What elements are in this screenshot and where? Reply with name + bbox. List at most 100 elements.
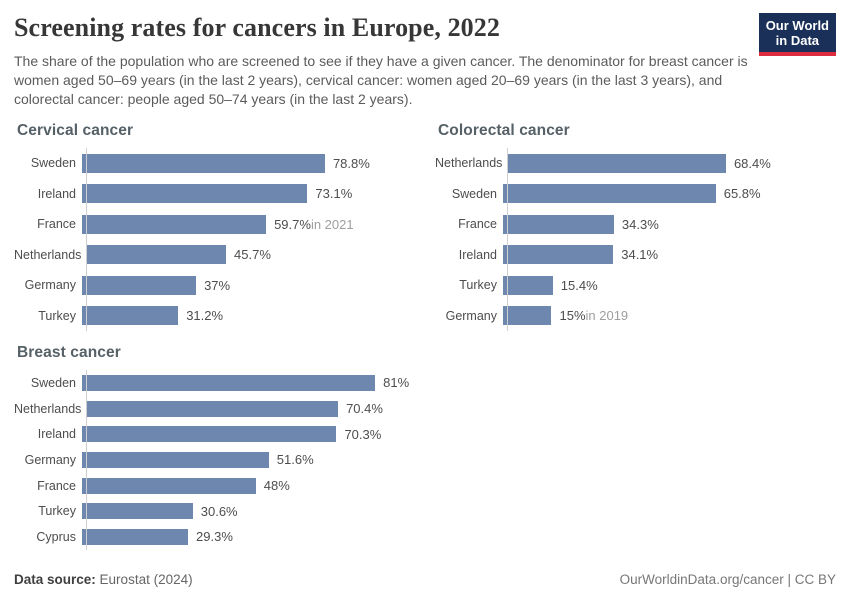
bar-track: 34.1% <box>502 240 836 271</box>
country-label: Netherlands <box>14 247 82 262</box>
value-label: 68.4% <box>733 155 771 171</box>
bar-row: Ireland 70.3% <box>14 421 415 447</box>
country-label: Turkey <box>38 504 76 519</box>
bar[interactable] <box>82 503 193 520</box>
country-label: Ireland <box>37 427 76 442</box>
bar[interactable] <box>82 184 308 204</box>
country-label: France <box>37 217 76 232</box>
bar-track: 73.1% <box>81 179 415 210</box>
bar-row: France 59.7%in 2021 <box>14 209 415 240</box>
y-axis-line <box>86 148 87 331</box>
country-label: Turkey <box>459 278 497 293</box>
bar[interactable] <box>82 374 376 391</box>
bar-row: Sweden 78.8% <box>14 148 415 179</box>
bar-row: France 34.3% <box>435 209 836 240</box>
value-label: 15.4% <box>560 277 598 293</box>
header: Screening rates for cancers in Europe, 2… <box>14 13 836 109</box>
value-label: 45.7% <box>234 247 271 263</box>
country-label: Ireland <box>37 186 76 201</box>
country-label: Sweden <box>451 186 497 201</box>
panel-title-colorectal: Colorectal cancer <box>438 122 570 139</box>
value-note: in 2021 <box>310 216 354 232</box>
breast-plot: Sweden 81% Netherlands 70.4% Ireland 70.3% Ger… <box>14 370 415 550</box>
country-label: Germany <box>445 308 497 323</box>
bar[interactable] <box>82 214 267 234</box>
bar-track: 51.6% <box>81 447 415 473</box>
panel-title-cervical: Cervical cancer <box>17 122 134 139</box>
bar[interactable] <box>82 306 179 326</box>
bar[interactable] <box>508 153 726 173</box>
value-label: 70.3% <box>344 426 382 442</box>
value-label: 29.3% <box>196 529 233 545</box>
bar-track: 59.7%in 2021 <box>81 209 415 240</box>
bar[interactable] <box>503 275 553 295</box>
value-label: 59.7%in 2021 <box>274 216 354 232</box>
value-label: 37% <box>204 277 231 293</box>
value-label: 30.6% <box>200 503 238 519</box>
value-label: 15%in 2019 <box>559 308 629 324</box>
bar-row: Sweden 65.8% <box>435 179 836 210</box>
bar[interactable] <box>503 245 614 265</box>
bar-row: Germany 51.6% <box>14 447 415 473</box>
bar[interactable] <box>82 153 325 173</box>
bar[interactable] <box>82 275 197 295</box>
charts-grid: Cervical cancer Sweden 78.8% Ireland 73.1% F… <box>14 122 836 550</box>
bar-track: 70.4% <box>86 396 415 422</box>
bar-row: Turkey 31.2% <box>14 301 415 332</box>
bar-row: France 48% <box>14 473 415 499</box>
value-label: 65.8% <box>723 186 761 202</box>
bar-track: 81% <box>81 370 415 396</box>
bar-track: 29.3% <box>81 524 415 550</box>
country-label: Netherlands <box>14 401 82 416</box>
bar[interactable] <box>82 528 189 545</box>
page-title: Screening rates for cancers in Europe, 2… <box>14 13 500 42</box>
bar-row: Ireland 34.1% <box>435 240 836 271</box>
country-label: Sweden <box>30 375 76 390</box>
bar-row: Germany 37% <box>14 270 415 301</box>
country-label: Turkey <box>38 308 76 323</box>
bar[interactable] <box>503 306 552 326</box>
y-axis-line <box>86 370 87 550</box>
owid-logo-text-line1: Our World <box>765 18 829 33</box>
value-label: 70.4% <box>346 401 383 417</box>
bar-row: Turkey 30.6% <box>14 498 415 524</box>
bar-row: Germany 15%in 2019 <box>435 301 836 332</box>
bar-track: 15.4% <box>502 270 836 301</box>
owid-logo[interactable]: Our World in Data <box>758 13 836 56</box>
value-label: 73.1% <box>315 186 353 202</box>
bar[interactable] <box>87 400 339 417</box>
bar-track: 70.3% <box>81 421 415 447</box>
bar-track: 48% <box>81 473 415 499</box>
panel-cervical-cancer: Cervical cancer Sweden 78.8% Ireland 73.1% F… <box>14 122 415 331</box>
bar[interactable] <box>87 245 227 265</box>
data-source: Data source: Eurostat (2024) <box>14 572 193 587</box>
bar-track: 34.3% <box>502 209 836 240</box>
bar[interactable] <box>82 426 337 443</box>
owid-credit-link[interactable]: OurWorldinData.org/cancer | CC BY <box>619 572 836 587</box>
value-label: 31.2% <box>186 308 224 324</box>
panel-title-breast: Breast cancer <box>17 344 121 361</box>
bar-track: 31.2% <box>81 301 415 332</box>
bar-track: 30.6% <box>81 498 415 524</box>
value-label: 34.3% <box>621 216 659 232</box>
bar-row: Sweden 81% <box>14 370 415 396</box>
bar-row: Ireland 73.1% <box>14 179 415 210</box>
bar[interactable] <box>82 477 256 494</box>
bar-track: 37% <box>81 270 415 301</box>
bar-row: Cyprus 29.3% <box>14 524 415 550</box>
country-label: Sweden <box>30 156 76 171</box>
bar-row: Turkey 15.4% <box>435 270 836 301</box>
bar-row: Netherlands 68.4% <box>435 148 836 179</box>
value-label: 48% <box>263 478 290 494</box>
panel-breast-cancer: Breast cancer Sweden 81% Netherlands 70.4% I… <box>14 344 415 550</box>
value-label: 78.8% <box>332 155 370 171</box>
value-label: 51.6% <box>276 452 314 468</box>
panel-colorectal-cancer: Colorectal cancer Netherlands 68.4% Sweden… <box>435 122 836 331</box>
country-label: Germany <box>24 452 76 467</box>
country-label: France <box>458 217 497 232</box>
bar[interactable] <box>503 214 614 234</box>
bar[interactable] <box>82 451 269 468</box>
bar[interactable] <box>503 184 716 204</box>
value-label: 81% <box>383 375 410 391</box>
